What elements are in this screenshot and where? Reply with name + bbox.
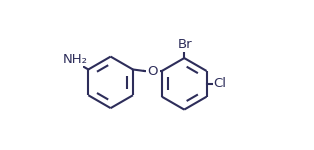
Text: O: O — [148, 65, 158, 78]
Text: Br: Br — [178, 38, 192, 51]
Text: NH₂: NH₂ — [63, 53, 88, 66]
Text: Cl: Cl — [214, 77, 227, 90]
